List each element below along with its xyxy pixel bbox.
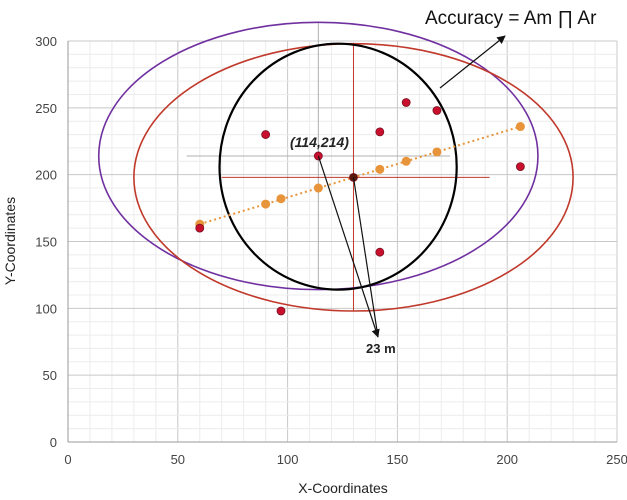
fitted-point [261,199,271,209]
measured-point [401,98,411,107]
point-coordinate-label: (114,214) [290,134,349,150]
measured-point [432,106,442,115]
purple-circle [97,21,539,291]
measured-point [195,223,205,233]
accuracy-circles [97,21,574,312]
y-tick-label: 0 [50,435,57,450]
fitted-point [432,147,442,157]
fitted-point [313,183,323,193]
x-tick-label: 100 [277,452,299,467]
measured-point [261,130,271,139]
fitted-point [276,194,286,204]
x-tick-label: 200 [496,452,518,467]
y-tick-label: 250 [35,101,57,116]
x-axis-title: X-Coordinates [298,480,388,496]
fitted-trend-line [199,125,521,226]
y-axis-title: Y-Coordinates [2,197,18,285]
distance-arrow-from-point [317,155,380,338]
x-tick-label: 50 [171,452,185,467]
distance-arrow-from-center [352,177,379,338]
fitted-point [515,122,525,132]
measured-point [375,247,385,257]
axis-ticks: 0 50 100 150 200 250 0 50 100 150 200 250 300 [35,34,627,467]
y-tick-label: 50 [43,368,57,383]
x-tick-label: 0 [64,452,71,467]
intersection [218,42,458,291]
fitted-point [375,164,385,174]
measured-point [276,306,286,316]
fitted-point [401,156,411,166]
measured-point [515,162,525,172]
y-tick-label: 150 [35,235,57,250]
data-point-series [195,98,525,316]
annotation-arrows [317,35,506,338]
fitted-line-series [195,122,525,229]
y-tick-label: 300 [35,34,57,49]
y-tick-label: 200 [35,168,57,183]
accuracy-arrow [439,35,506,89]
x-tick-label: 250 [606,452,627,467]
distance-label: 23 m [366,341,396,356]
x-tick-label: 150 [387,452,409,467]
accuracy-label: Accuracy = Am ∏ Ar [425,8,597,29]
measured-point [375,127,385,137]
y-tick-label: 100 [35,301,57,316]
chart-grid [67,40,618,443]
